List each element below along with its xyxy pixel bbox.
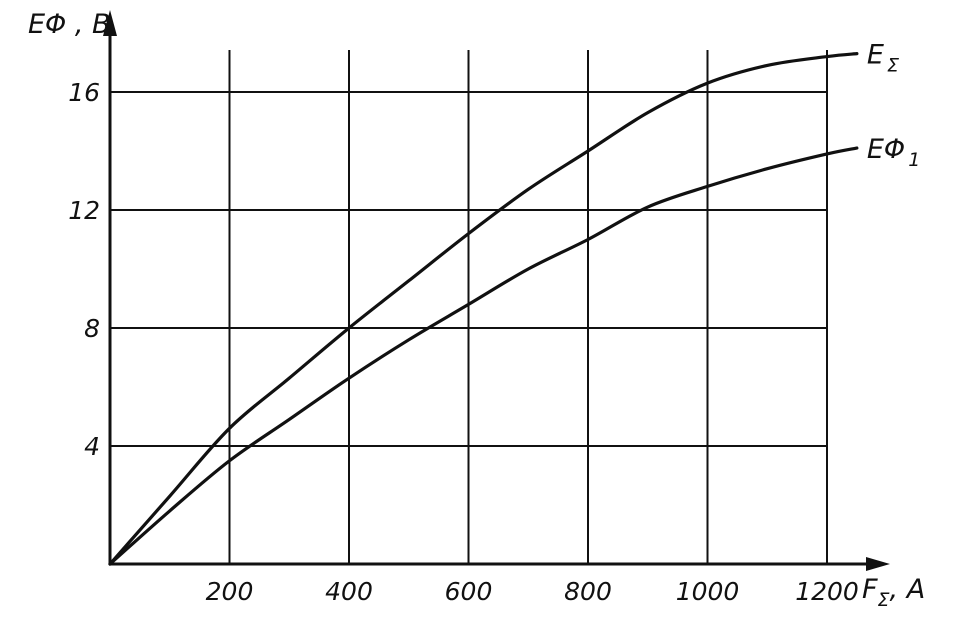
y-axis-arrow xyxy=(103,10,117,36)
x-tick-label-400: 400 xyxy=(325,577,373,606)
x-tick-label-1200: 1200 xyxy=(795,577,859,606)
series-label-1-main: E xyxy=(867,40,884,71)
x-tick-labels: 200 400 600 800 1000 1200 xyxy=(206,577,859,606)
x-tick-label-200: 200 xyxy=(206,577,254,606)
series-label-1-sub: Σ xyxy=(887,55,899,77)
y-tick-label-4: 4 xyxy=(84,432,100,461)
x-axis-label-sub: Σ xyxy=(878,589,890,611)
y-axis-label-unit: , B xyxy=(66,9,110,40)
x-tick-label-800: 800 xyxy=(564,577,612,606)
y-tick-label-8: 8 xyxy=(84,314,100,343)
x-axis-label-unit: , A xyxy=(890,574,926,605)
series-curves xyxy=(108,52,859,566)
x-tick-label-1000: 1000 xyxy=(676,577,740,606)
x-tick-label-600: 600 xyxy=(445,577,493,606)
y-tick-label-16: 16 xyxy=(68,78,100,107)
series-line-2 xyxy=(108,146,859,566)
y-tick-labels: 4 8 12 16 xyxy=(68,78,100,461)
x-axis-label: FΣ, A xyxy=(862,574,925,611)
x-axis-label-main: F xyxy=(862,574,878,605)
axes xyxy=(103,10,890,571)
x-axis-arrow xyxy=(866,557,890,571)
series-line-1 xyxy=(108,52,859,566)
y-axis-label: EΦ , B xyxy=(28,9,111,40)
grid xyxy=(110,50,828,564)
y-axis-label-main: EΦ xyxy=(28,9,66,40)
series-label-2: EΦ 1 xyxy=(867,134,920,171)
y-tick-label-12: 12 xyxy=(68,196,100,225)
series-label-2-sub: 1 xyxy=(908,149,920,171)
series-labels: E Σ EΦ 1 xyxy=(867,40,920,171)
series-label-2-main: EΦ xyxy=(867,134,905,165)
